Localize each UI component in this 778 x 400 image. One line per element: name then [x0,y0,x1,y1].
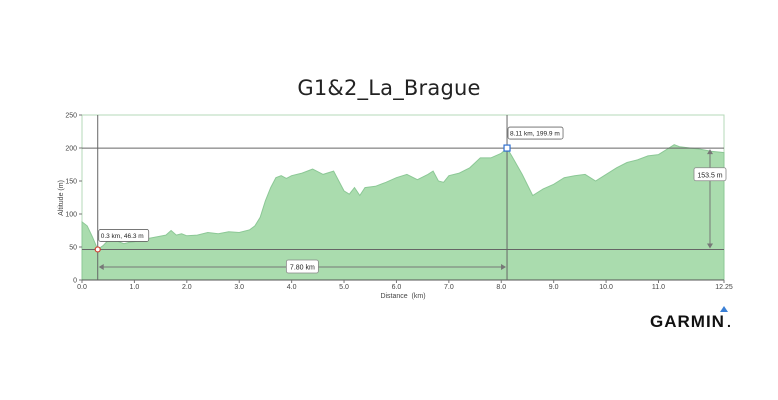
garmin-wordmark: GARMIN [650,312,725,330]
distance-label: 7.80 km [290,265,315,272]
x-tick-label: 4.0 [287,284,297,291]
distance-arrow-right-head [501,264,507,270]
distance-arrow-left-head [98,264,104,270]
start-point-marker [94,246,101,253]
x-axis-ticks: 0.0 1.0 2.0 3.0 4.0 5.0 6.0 7.0 8.0 9.0 10.0 11.0 12… [77,280,733,291]
x-tick-label: 11.0 [652,284,665,291]
x-tick-label: 3.0 [234,284,244,291]
x-tick-label: 9.0 [549,284,559,291]
end-point-marker [503,144,511,152]
y-axis-label: Altitude (m) [58,180,65,216]
garmin-dot: . [727,314,731,330]
end-point-label: 8.11 km, 199.9 m [510,131,560,138]
x-tick-label: 5.0 [339,284,349,291]
x-tick-label: 7.0 [444,284,454,291]
x-tick-label: 2.0 [182,284,192,291]
end-point-label-box [507,126,564,140]
y-tick-label: 50 [69,245,77,252]
x-tick-label: 1.0 [130,284,140,291]
x-tick-label: 6.0 [392,284,402,291]
x-tick-label: 8.0 [496,284,506,291]
start-point-label-box [98,229,150,242]
y-tick-label: 0 [73,278,77,285]
x-tick-label: 0.0 [77,284,87,291]
x-tick-label: 12.25 [715,284,733,291]
chart-title: G1&2_La_Brague [297,76,481,100]
measurement-overlay: 7.80 km 153.5 m 0.3 km, 46.3 m 8.11 km, 199… [82,115,727,280]
start-point-label: 0.3 km, 46.3 m [101,233,144,240]
y-tick-label: 250 [65,113,77,120]
x-axis-label: Distance (km) [380,293,425,300]
elevation-arrow-top-head [707,149,713,155]
x-tick-label: 10.0 [599,284,613,291]
y-axis-ticks: 0 50 100 150 200 250 [65,113,82,285]
elevation-arrow-bottom-head [707,243,713,249]
y-tick-label: 150 [65,179,77,186]
distance-label-box [285,259,319,274]
garmin-logo: GARMIN . [650,306,732,335]
garmin-triangle-icon [720,306,728,312]
elevation-label-box [693,167,727,182]
y-tick-label: 100 [65,212,77,219]
y-tick-label: 200 [65,146,77,153]
elevation-area [81,144,725,281]
elevation-label: 153.5 m [697,172,722,179]
